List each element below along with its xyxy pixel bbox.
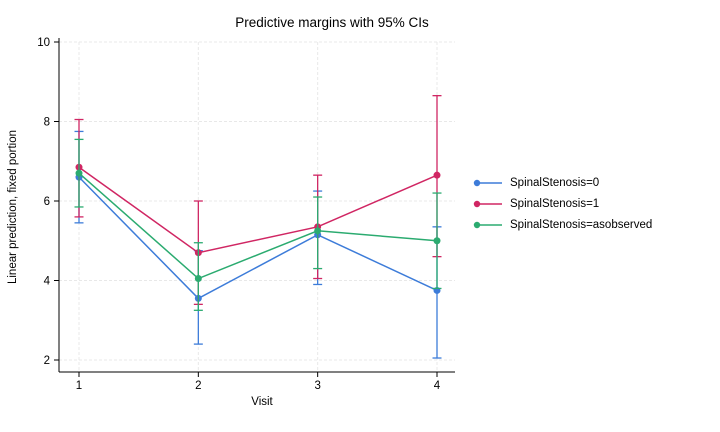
data-point-marker (314, 227, 322, 235)
x-tick-label: 3 (314, 380, 320, 392)
legend-item-spinalstenosis-0: SpinalStenosis=0 (472, 172, 652, 193)
series-SpinalStenosis=0 (74, 130, 442, 359)
legend-label: SpinalStenosis=1 (510, 197, 600, 210)
legend-line-marker-icon (473, 200, 502, 207)
x-tick-label: 4 (434, 380, 441, 392)
series-line (78, 172, 438, 280)
data-point-marker (433, 171, 441, 179)
y-tick-label: 2 (44, 355, 50, 367)
legend-item-spinalstenosis-1: SpinalStenosis=1 (472, 193, 652, 214)
legend-label: SpinalStenosis=asobserved (510, 218, 653, 231)
y-tick-label: 6 (44, 196, 50, 208)
legend-line-marker-icon (473, 221, 502, 228)
data-point-marker (433, 237, 441, 245)
series-SpinalStenosis=1 (74, 95, 442, 306)
legend-label: SpinalStenosis=0 (510, 176, 600, 189)
x-axis-label: Visit (251, 396, 273, 408)
series-line (78, 166, 438, 254)
chart-title: Predictive margins with 95% CIs (235, 15, 429, 30)
data-point-marker (75, 169, 83, 177)
legend: SpinalStenosis=0 SpinalStenosis=1 Spinal… (472, 172, 652, 235)
y-tick-label: 4 (44, 276, 51, 288)
series-SpinalStenosis=asobserved (74, 138, 442, 311)
x-tick-label: 1 (76, 380, 82, 392)
y-axis-label: Linear prediction, fixed portion (7, 130, 19, 284)
x-tick-label: 2 (195, 380, 201, 392)
legend-item-spinalstenosis-asobserved: SpinalStenosis=asobserved (472, 214, 652, 235)
data-series (74, 95, 442, 359)
data-point-marker (194, 275, 202, 283)
series-line (78, 176, 438, 300)
y-tick-label: 10 (37, 37, 50, 49)
y-tick-label: 8 (44, 117, 50, 129)
legend-line-marker-icon (473, 179, 502, 186)
